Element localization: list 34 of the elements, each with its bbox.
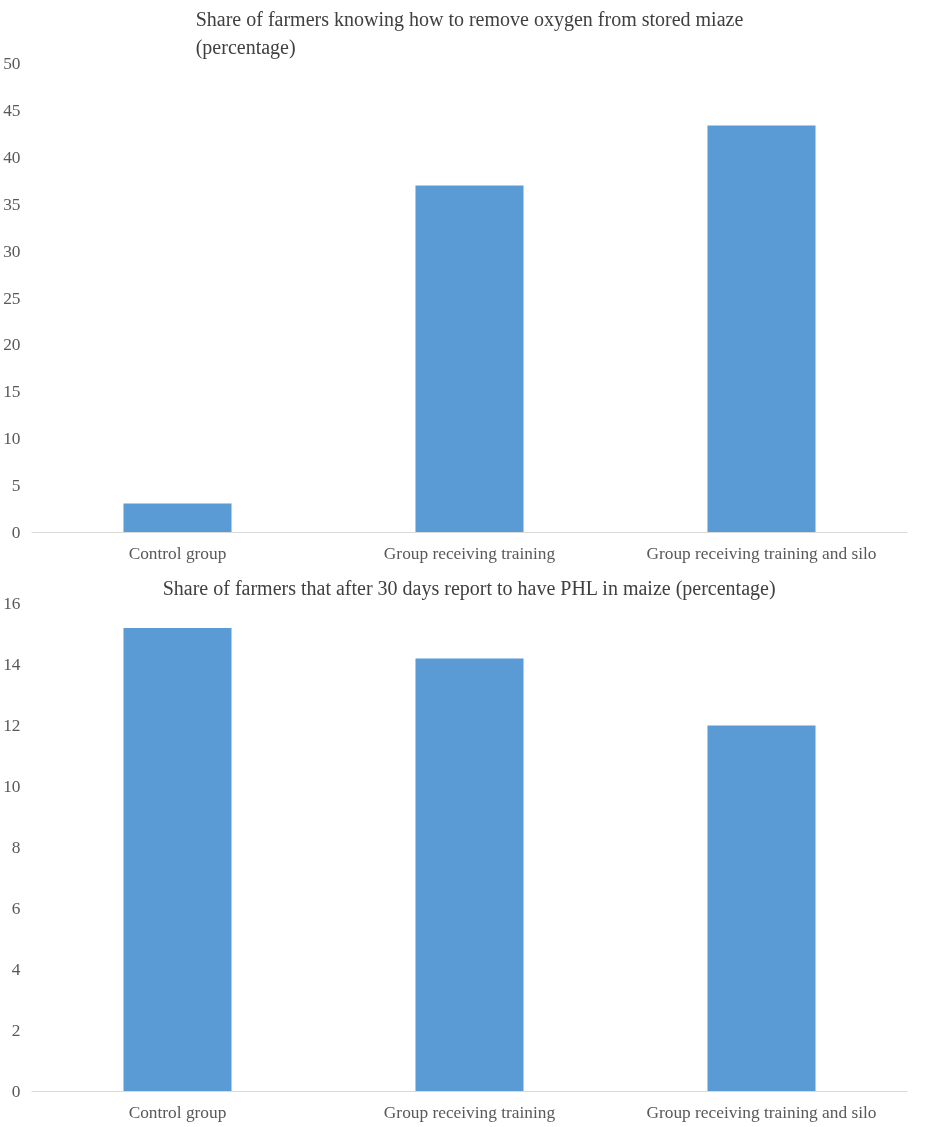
y-tick-label: 25: [3, 288, 21, 308]
bar: [123, 627, 232, 1092]
bar: [707, 125, 816, 533]
bar: [123, 503, 232, 533]
x-tick-label: Group receiving training and silo: [646, 1102, 877, 1122]
chart-title: Share of farmers knowing how to remove oxygen from stored miaze (percentage): [195, 7, 744, 60]
y-tick-label: 10: [3, 429, 21, 449]
x-tick-label: Group receiving training: [383, 543, 556, 563]
y-tick-label: 15: [3, 382, 21, 402]
y-tick-label: 20: [3, 335, 21, 355]
y-tick-label: 8: [11, 838, 21, 857]
y-tick-label: 50: [3, 54, 21, 73]
chart-title: Share of farmers that after 30 days report to have PHL in maize (percentage): [162, 576, 776, 600]
bar: [707, 725, 816, 1092]
y-tick-label: 14: [3, 655, 21, 674]
y-tick-label: 6: [11, 899, 21, 918]
y-tick-label: 4: [11, 960, 21, 979]
y-tick-label: 30: [3, 241, 21, 261]
y-tick-label: 2: [11, 1021, 21, 1040]
y-tick-label: 0: [11, 523, 21, 542]
y-tick-label: 40: [3, 147, 21, 167]
y-tick-label: 16: [3, 594, 21, 613]
x-tick-label: Group receiving training: [383, 1102, 556, 1122]
x-tick-label: Group receiving training and silo: [646, 543, 877, 563]
x-tick-label: Control group: [128, 1102, 227, 1122]
y-tick-label: 10: [3, 777, 21, 796]
y-tick-label: 12: [3, 716, 21, 735]
bar: [415, 658, 524, 1092]
y-tick-label: 35: [3, 194, 21, 214]
y-tick-label: 0: [11, 1082, 21, 1101]
bar: [415, 185, 524, 533]
y-tick-label: 45: [3, 100, 21, 120]
x-tick-label: Control group: [128, 543, 227, 563]
y-tick-label: 5: [11, 476, 21, 496]
